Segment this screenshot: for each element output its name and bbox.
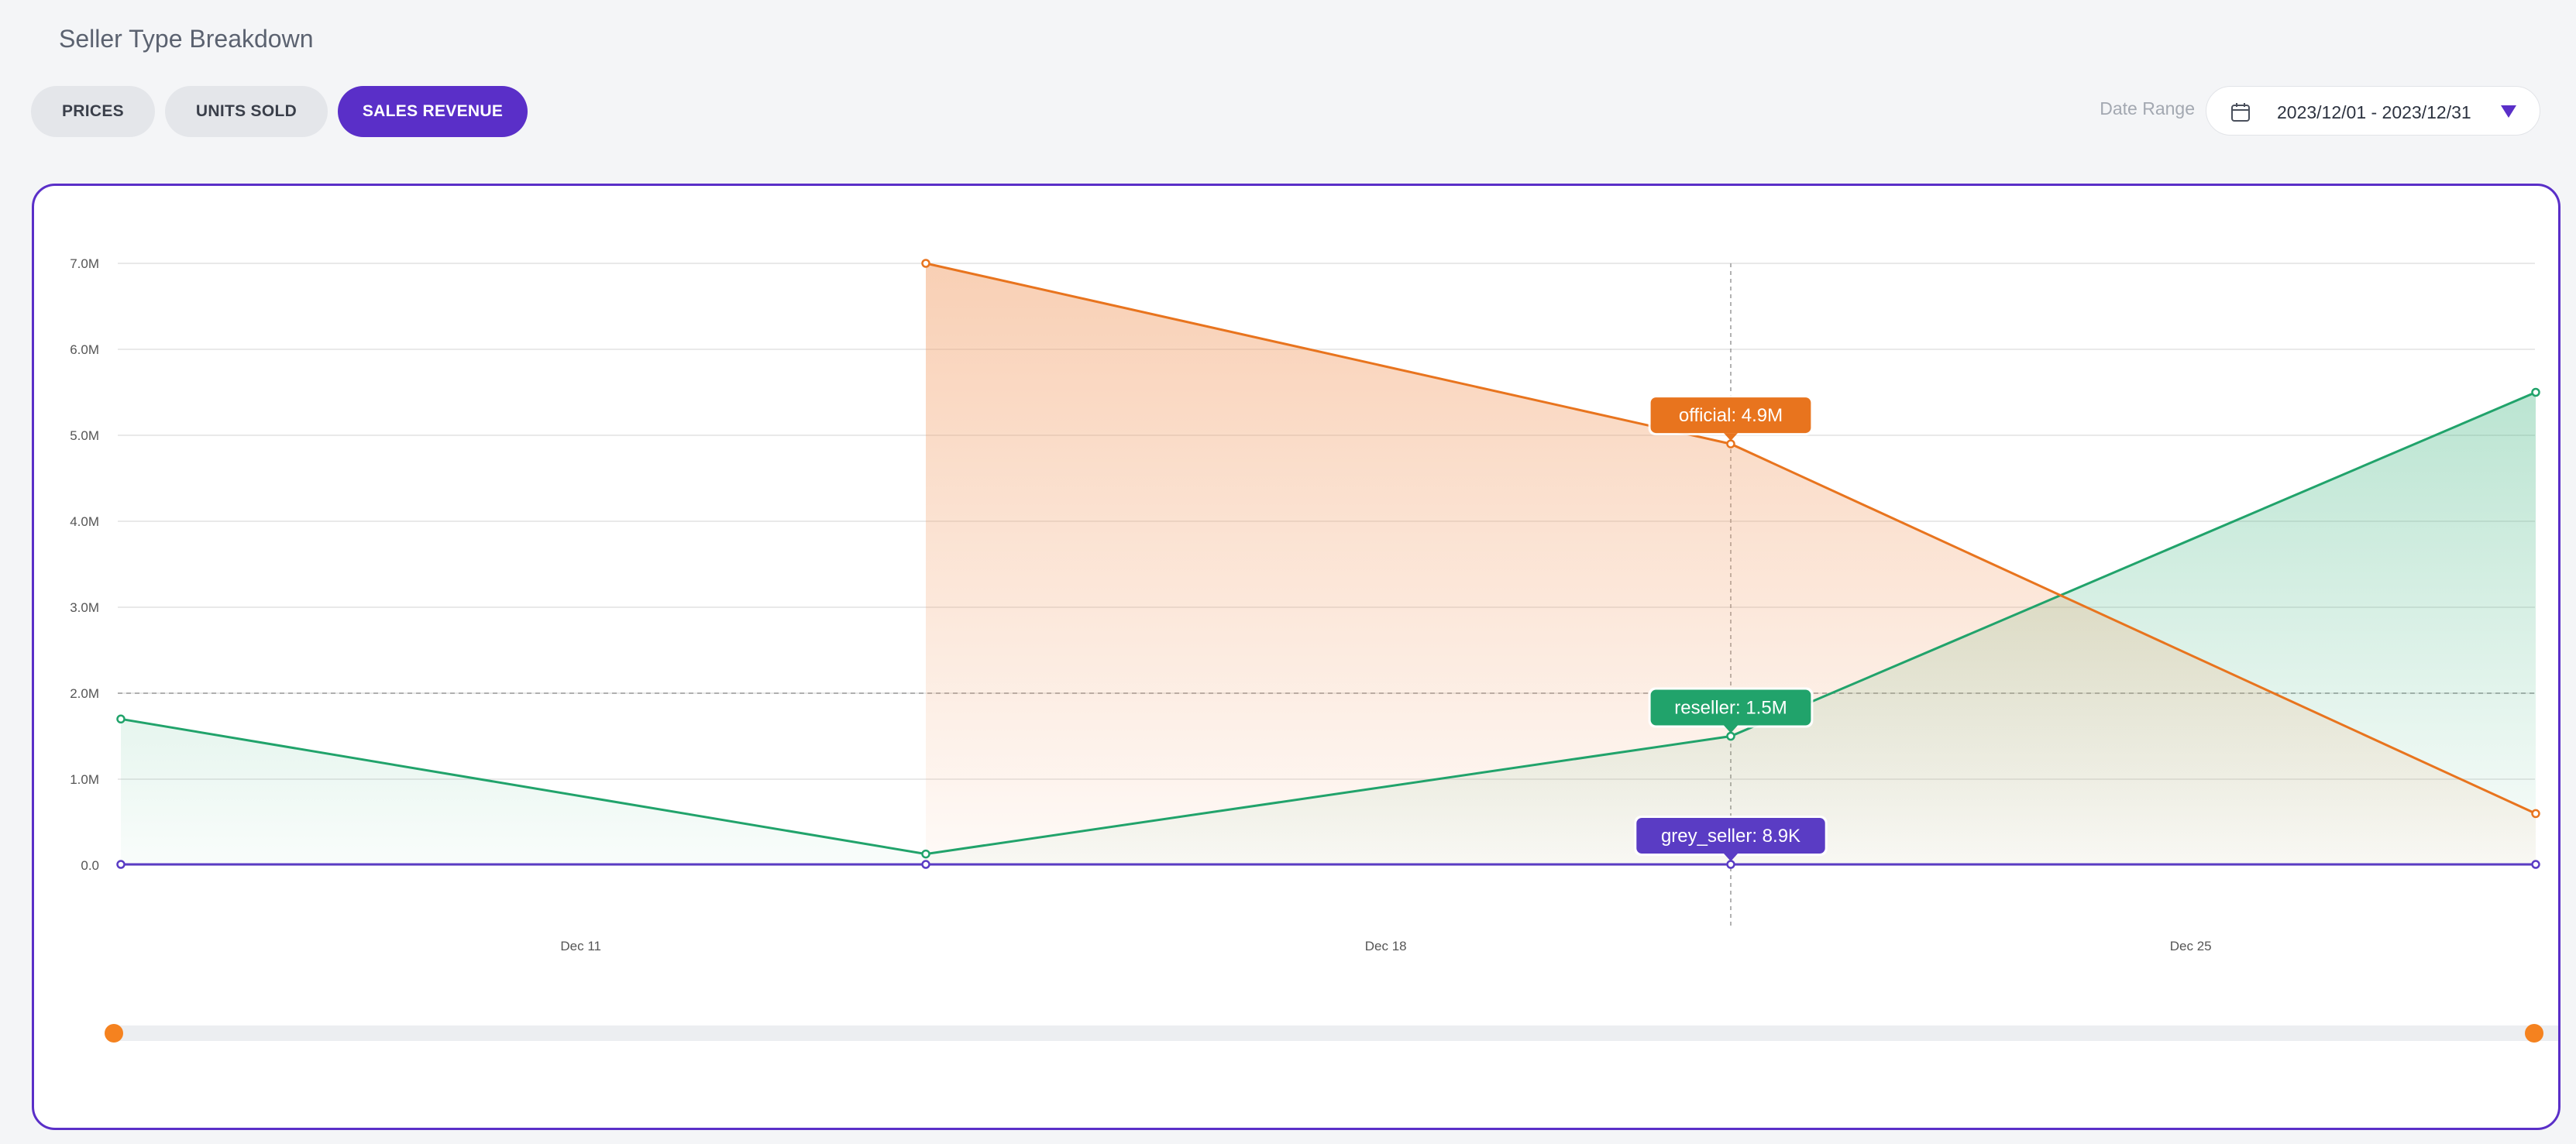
range-slider-start-handle[interactable] <box>105 1024 123 1043</box>
chevron-down-icon <box>2501 105 2516 118</box>
point-reseller <box>2531 387 2540 397</box>
point-grey_seller <box>2531 860 2540 869</box>
y-tick-label: 2.0M <box>70 686 99 701</box>
date-range-value: 2023/12/01 - 2023/12/31 <box>2277 102 2471 122</box>
tab-units-sold[interactable]: UNITS SOLD <box>165 86 328 137</box>
point-official <box>1726 439 1735 448</box>
point-reseller <box>1726 731 1735 741</box>
y-tick-label: 3.0M <box>70 600 99 615</box>
metric-tabs: PRICES UNITS SOLD SALES REVENUE <box>31 86 528 137</box>
tooltip-reseller: reseller: 1.5M <box>1648 687 1814 733</box>
revenue-chart: 0.0 1.0M 2.0M 3.0M 4.0M 5.0M 6.0M 7.0M Dec 11 Dec… <box>70 256 2558 1043</box>
y-tick-label: 1.0M <box>70 772 99 787</box>
tooltip-official: official: 4.9M <box>1648 395 1814 441</box>
x-tick-label: Dec 11 <box>560 939 601 953</box>
tooltip-grey_seller: grey_seller: 8.9K <box>1634 816 1828 862</box>
svg-text:reseller: 1.5M: reseller: 1.5M <box>1674 698 1787 719</box>
y-tick-label: 4.0M <box>70 514 99 529</box>
x-tick-label: Dec 25 <box>2170 939 2212 953</box>
point-grey_seller <box>1726 860 1735 869</box>
point-official <box>921 259 930 268</box>
y-tick-label: 5.0M <box>70 428 99 443</box>
chart-card: 0.0 1.0M 2.0M 3.0M 4.0M 5.0M 6.0M 7.0M Dec 11 Dec… <box>32 184 2561 1130</box>
point-reseller <box>921 849 930 859</box>
tab-prices[interactable]: PRICES <box>31 86 155 137</box>
page-title: Seller Type Breakdown <box>59 25 314 53</box>
y-tick-label: 0.0 <box>81 858 99 873</box>
y-tick-label: 7.0M <box>70 256 99 271</box>
svg-text:official: 4.9M: official: 4.9M <box>1679 405 1783 426</box>
svg-text:grey_seller: 8.9K: grey_seller: 8.9K <box>1661 826 1800 847</box>
date-range-label: Date Range <box>2100 98 2195 119</box>
date-range-picker[interactable]: 2023/12/01 - 2023/12/31 <box>2206 86 2540 136</box>
calendar-icon <box>2231 103 2250 122</box>
x-tick-label: Dec 18 <box>1365 939 1407 953</box>
area-official <box>926 263 2536 865</box>
range-slider-end-handle[interactable] <box>2525 1024 2543 1043</box>
point-official <box>2531 809 2540 819</box>
point-grey_seller <box>116 860 126 869</box>
series-line-reseller <box>120 391 2536 856</box>
point-reseller <box>116 714 126 724</box>
tab-sales-revenue[interactable]: SALES REVENUE <box>338 86 528 137</box>
y-tick-label: 6.0M <box>70 342 99 357</box>
range-slider-track <box>112 1025 2558 1041</box>
point-grey_seller <box>921 860 930 869</box>
